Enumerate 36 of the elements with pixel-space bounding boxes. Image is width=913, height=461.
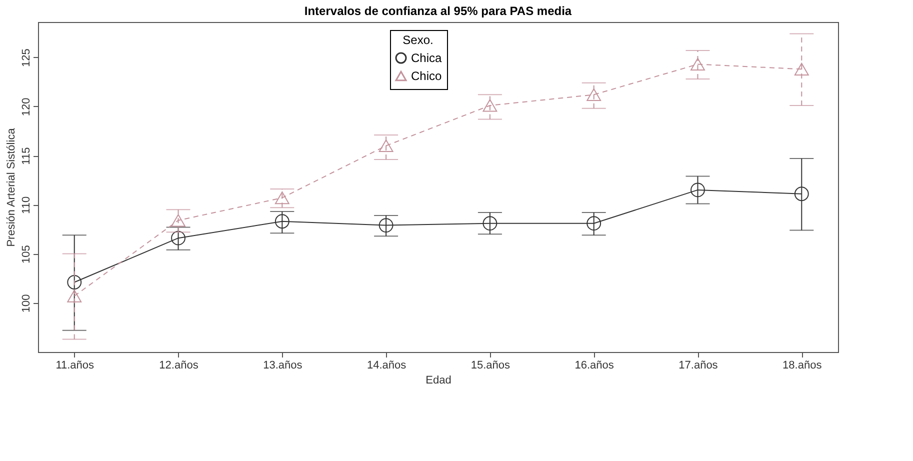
y-tick-label: 110 — [20, 196, 32, 214]
x-tick-label: 14.años — [366, 360, 407, 372]
legend-label: Chica — [411, 51, 442, 65]
point — [690, 58, 705, 71]
x-tick-label: 15.años — [470, 360, 511, 372]
x-tick-label: 17.años — [678, 360, 718, 372]
point — [482, 99, 498, 112]
point — [274, 191, 290, 204]
point — [482, 216, 498, 231]
point — [794, 62, 809, 76]
legend-label: Chico — [411, 69, 442, 83]
y-tick-label: 105 — [20, 245, 32, 264]
x-tick-label: 12.años — [159, 360, 199, 372]
point — [67, 275, 82, 290]
point — [171, 230, 186, 246]
point — [67, 290, 82, 302]
x-tick-label: 16.años — [574, 360, 614, 372]
point — [586, 216, 602, 231]
y-tick-label: 115 — [20, 147, 32, 165]
y-tick-label: 120 — [20, 98, 32, 116]
point — [690, 182, 705, 198]
x-axis-title: Edad — [426, 374, 452, 386]
point — [586, 88, 602, 101]
point — [794, 186, 809, 202]
legend-title: Sexo. — [402, 33, 434, 47]
chart-title: Intervalos de confianza al 95% para PAS media — [304, 4, 572, 18]
x-tick-label: 13.años — [263, 360, 303, 372]
point — [274, 214, 290, 229]
y-tick-label: 100 — [20, 294, 32, 313]
point — [171, 214, 186, 227]
x-tick-label: 11.años — [56, 360, 95, 372]
x-tick-label: 18.años — [782, 360, 822, 372]
point — [378, 139, 394, 152]
y-axis-title: Presión Arterial Sistólica — [6, 127, 18, 247]
y-tick-label: 125 — [20, 48, 32, 68]
point — [378, 218, 394, 232]
